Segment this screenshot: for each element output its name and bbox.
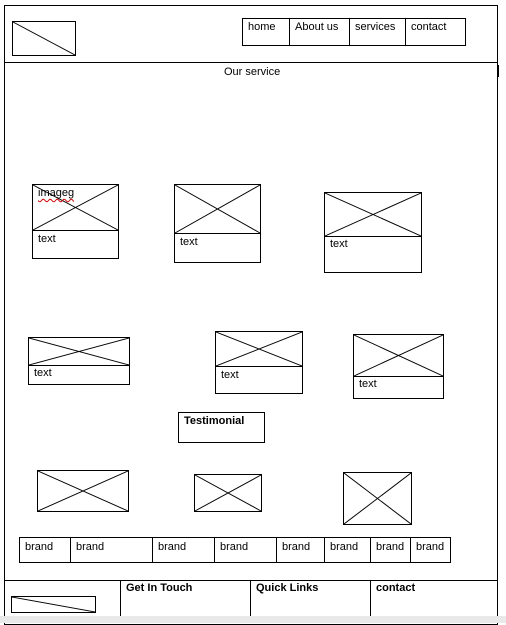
brand-item[interactable]: brand [324,537,371,563]
testimonial-title: Testimonial [184,415,245,427]
page-frame [4,5,498,625]
service-card[interactable]: imageg text [32,184,119,259]
service-card[interactable]: text [28,337,130,385]
testimonial-image-placeholder[interactable] [343,472,412,525]
service-card[interactable]: text [353,334,444,399]
brand-item[interactable]: brand [410,537,451,563]
section-title: Our service [224,66,281,78]
header-divider [4,62,498,63]
brand-item[interactable]: brand [276,537,325,563]
footer-quick-links[interactable]: Quick Links [250,580,370,616]
service-card[interactable]: text [324,192,422,273]
brand-item[interactable]: brand [152,537,215,563]
brand-item[interactable]: brand [70,537,153,563]
footer-contact[interactable]: contact [370,580,498,616]
image-placeholder [32,184,119,231]
image-placeholder [324,192,422,237]
card-text: text [34,367,52,379]
testimonial-image-placeholder[interactable] [194,474,262,512]
card-text: text [221,369,239,381]
image-placeholder [353,334,444,377]
nav-about-us[interactable]: About us [289,18,350,46]
nav-contact[interactable]: contact [405,18,466,46]
image-placeholder [215,331,303,367]
card-text: text [330,238,348,250]
footer-logo-placeholder[interactable] [11,596,96,613]
testimonial-title-box: Testimonial [178,412,265,443]
service-card[interactable]: text [215,331,303,394]
footer-divider [4,580,498,581]
brand-item[interactable]: brand [19,537,71,563]
brand-item[interactable]: brand [370,537,411,563]
card-text: text [359,378,377,390]
footer-get-in-touch[interactable]: Get In Touch [120,580,250,616]
testimonial-image-placeholder[interactable] [37,470,129,512]
image-placeholder [174,184,261,234]
nav-services[interactable]: services [349,18,406,46]
text-cursor [498,65,499,77]
card-text: text [38,233,56,245]
brand-item[interactable]: brand [214,537,277,563]
image-label: imageg [38,187,75,199]
nav-home[interactable]: home [242,18,290,46]
card-text: text [180,236,198,248]
bottom-strip [0,616,506,623]
service-card[interactable]: text [174,184,261,263]
image-placeholder [28,337,130,366]
header-logo-placeholder[interactable] [12,21,76,56]
